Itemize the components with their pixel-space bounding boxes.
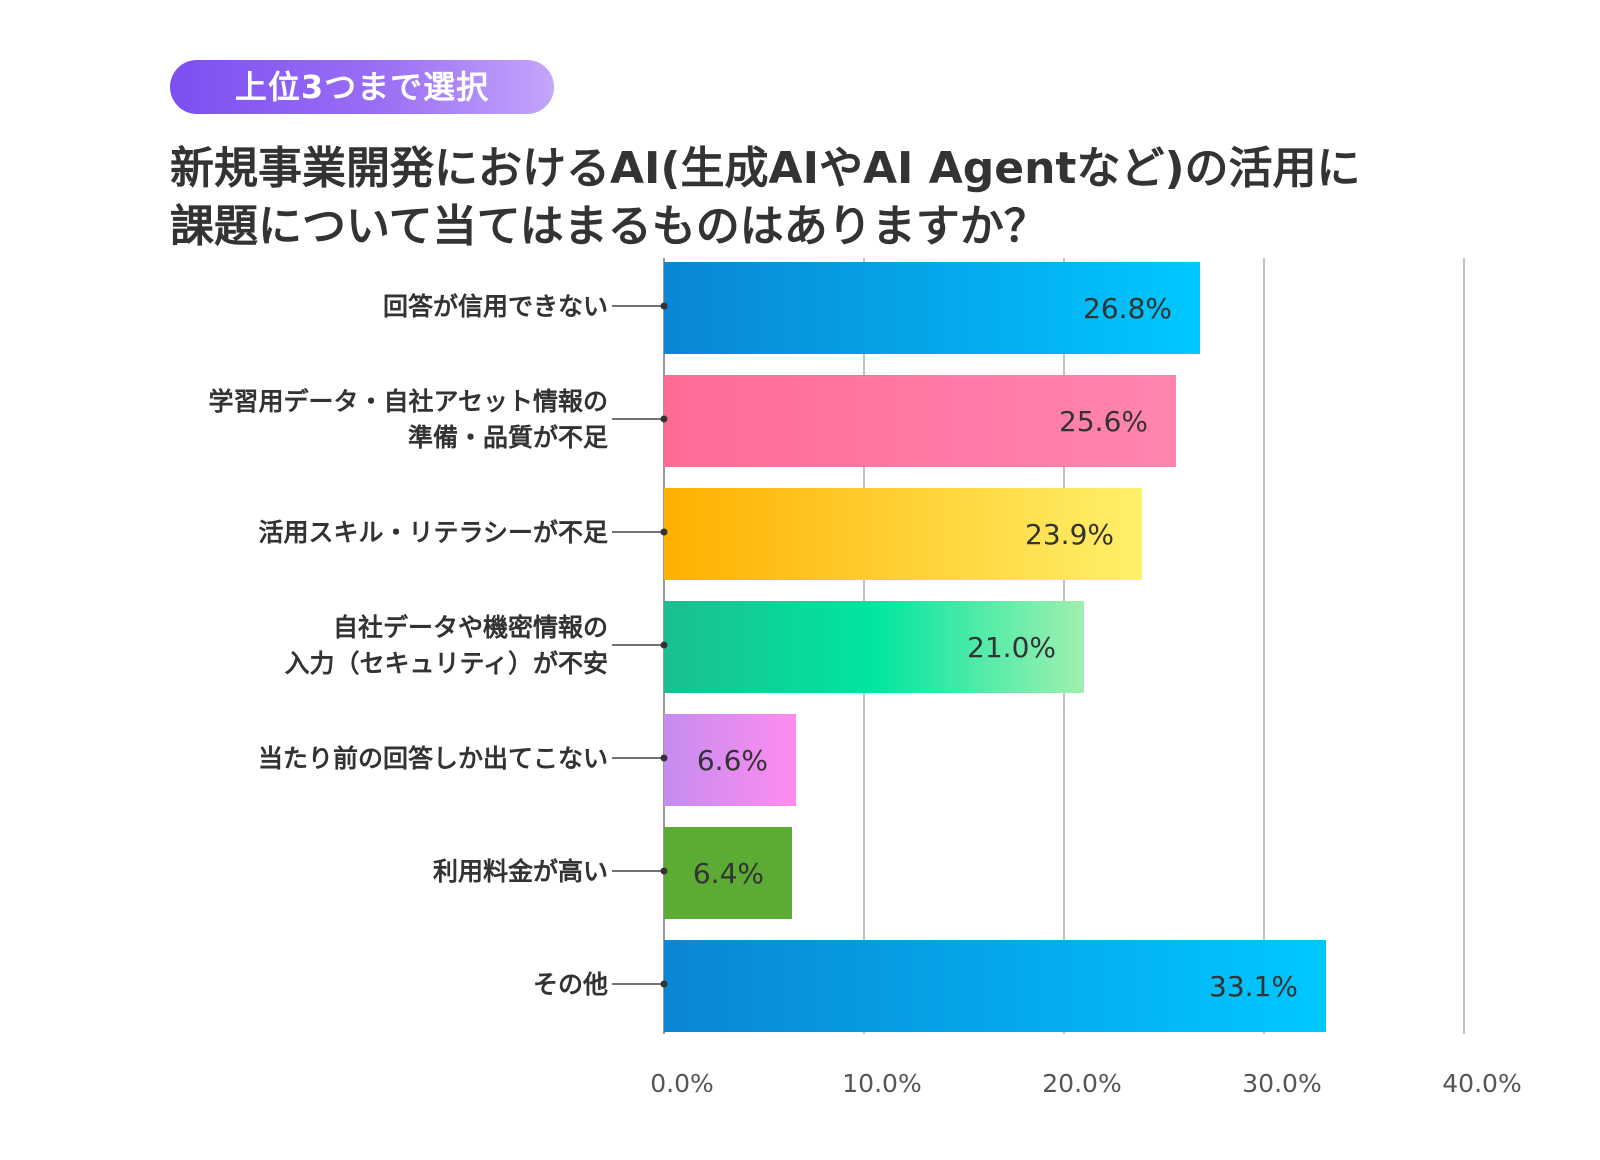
connector-dot — [660, 754, 668, 762]
x-tick-label: 20.0% — [1042, 1069, 1121, 1098]
chart-title: 新規事業開発におけるAI(生成AIやAI Agentなど)の活用に 課題について… — [170, 140, 1500, 256]
bar-value-label: 21.0% — [967, 631, 1056, 664]
bar-value-label: 25.6% — [1059, 405, 1148, 438]
connector-dot — [660, 415, 668, 423]
connector-dot — [660, 641, 668, 649]
bar — [664, 262, 1200, 354]
bar-value-label: 23.9% — [1025, 518, 1114, 551]
category-label: 学習用データ・自社アセット情報の — [208, 387, 608, 416]
category-label: 活用スキル・リテラシーが不足 — [258, 518, 608, 547]
x-tick-label: 40.0% — [1442, 1069, 1521, 1098]
category-label: 自社データや機密情報の — [333, 613, 608, 642]
category-label: 準備・品質が不足 — [408, 423, 608, 452]
chart-title-line2: 課題について当てはまるものはありますか？ — [170, 201, 1048, 252]
connector-dot — [660, 528, 668, 536]
connector-dot — [660, 980, 668, 988]
connector-dot — [660, 302, 668, 310]
bar — [664, 375, 1176, 467]
bar — [664, 714, 796, 806]
bar — [664, 601, 1084, 693]
bar-value-label: 33.1% — [1209, 970, 1298, 1003]
bar — [664, 827, 792, 919]
bar-value-label: 6.6% — [697, 744, 768, 777]
category-label: 利用料金が高い — [433, 857, 608, 886]
category-label: 入力（セキュリティ）が不安 — [284, 649, 608, 678]
bar-value-label: 26.8% — [1083, 292, 1172, 325]
category-label: その他 — [533, 970, 608, 999]
x-axis-ticks: 0.0% 10.0% 20.0% 30.0% 40.0% — [650, 1069, 1521, 1098]
x-tick-label: 10.0% — [842, 1069, 921, 1098]
selection-badge: 上位3つまで選択 — [170, 60, 554, 114]
category-label: 回答が信用できない — [383, 292, 608, 321]
chart-title-line1: 新規事業開発におけるAI(生成AIやAI Agentなど)の活用に — [170, 143, 1361, 194]
category-labels: 回答が信用できない学習用データ・自社アセット情報の準備・品質が不足活用スキル・リ… — [208, 292, 668, 999]
connector-dot — [660, 867, 668, 875]
x-tick-label: 30.0% — [1242, 1069, 1321, 1098]
bar — [664, 488, 1142, 580]
x-tick-label: 0.0% — [650, 1069, 714, 1098]
bars: 26.8% 25.6% 23.9% 21.0% 6.6% 6.4% 33.1% — [664, 262, 1326, 1032]
bar-value-label: 6.4% — [693, 857, 764, 890]
bar — [664, 940, 1326, 1032]
category-label: 当たり前の回答しか出てこない — [258, 744, 608, 773]
